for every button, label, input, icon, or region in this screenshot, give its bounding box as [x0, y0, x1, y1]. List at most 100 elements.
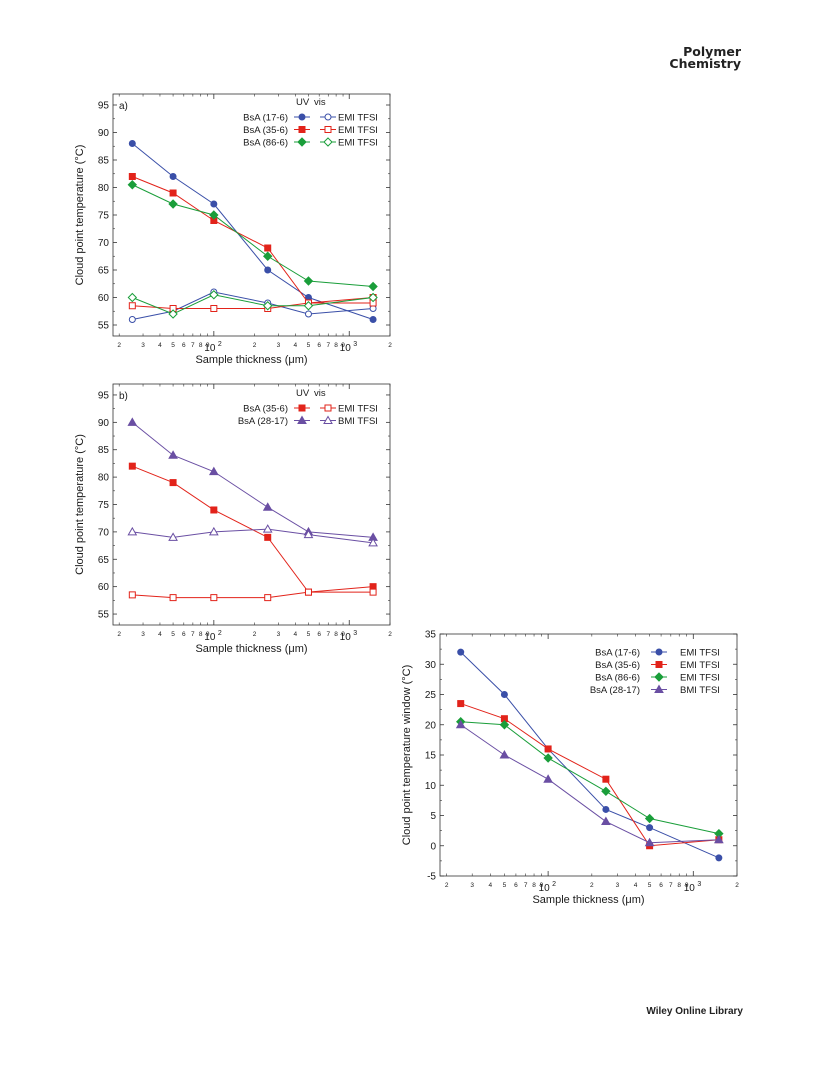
panel-c-data-point	[644, 813, 655, 824]
panel-a-legend-marker	[298, 113, 306, 121]
panel-a-xtick-label-exp: 2	[218, 341, 222, 348]
panel-c-ytick-label: 35	[425, 630, 437, 641]
panel-c-data-point	[544, 745, 552, 753]
panel-c-xtick-minor-label: 6	[659, 882, 663, 889]
panel-b-legend-marker	[298, 404, 306, 412]
panel-c-ytick-label: 20	[425, 720, 437, 731]
panel-a-data-point	[303, 276, 314, 286]
panel-b-data-point	[169, 594, 177, 602]
panel-a-xtick-minor-label: 3	[141, 342, 145, 349]
panel-c-xtick-label-exp: 2	[552, 881, 556, 888]
panel-b-legend-label: BsA (28-17)	[238, 416, 288, 427]
panel-c-legend-label: BsA (35-6)	[595, 660, 640, 671]
panel-a-ytick-label: 95	[98, 101, 110, 112]
panel-a-xtick-minor-label: 5	[171, 342, 175, 349]
panel-c-data-point	[644, 837, 655, 847]
panel-b-legend-group: BMI TFSI	[338, 416, 378, 427]
panel-c-xtick-label: 10	[684, 883, 696, 894]
panel-a-xtick-label: 10	[204, 343, 216, 354]
panel-a-xtick-minor-label: 2	[253, 342, 257, 349]
panel-b-xtick-label-exp: 3	[353, 630, 357, 637]
panel-c-legend-marker	[654, 672, 664, 682]
panel-a-legend-marker	[298, 126, 306, 133]
panel-a-series-line-1	[132, 176, 374, 304]
panel-b-xtick-minor-label: 4	[158, 631, 162, 638]
panel-b-xtick-label-exp: 2	[218, 630, 222, 637]
panel-a-series-line-3	[132, 291, 374, 320]
panel-c-xtick-minor-label: 8	[677, 882, 681, 889]
panel-b-ytick-label: 60	[98, 582, 110, 593]
panel-a-data-point	[264, 244, 272, 252]
panel-b-ytick-label: 85	[98, 445, 110, 456]
panel-c-xtick-label: 10	[539, 883, 551, 894]
panel-b-data-point	[208, 466, 219, 476]
panel-a-ytick-label: 90	[98, 128, 110, 139]
panel-b-xtick-minor-label: 5	[171, 631, 175, 638]
panel-a-xtick-minor-label: 4	[294, 342, 298, 349]
panel-b-xtick-minor-label: 7	[326, 631, 330, 638]
panel-b-ytick-label: 90	[98, 418, 110, 429]
panel-a-ytick-label: 80	[98, 183, 110, 194]
panel-b-data-point	[304, 588, 312, 596]
panel-a-data-point	[210, 200, 218, 208]
panel-c-data-point	[499, 749, 510, 759]
panel-b-data-point	[127, 526, 138, 536]
panel-a-data-point	[128, 173, 136, 180]
panel-b-ytick-label: 70	[98, 527, 110, 538]
panel-b-xtick-minor-label: 4	[294, 631, 298, 638]
panel-b-xlabel: Sample thickness (μm)	[195, 643, 307, 655]
panel-a-xlabel: Sample thickness (μm)	[195, 354, 307, 366]
panel-c-legend-label: BsA (28-17)	[590, 685, 640, 696]
panel-c-ytick-label: -5	[427, 872, 436, 883]
panel-c-legend-group: EMI TFSI	[680, 660, 720, 671]
panel-a-data-point	[168, 199, 178, 209]
panel-b-data-point	[128, 462, 136, 470]
panel-a-ytick-label: 70	[98, 238, 110, 249]
panel-b-ytick-label: 95	[98, 390, 110, 401]
panel-b-data-point	[262, 524, 273, 533]
panel-a-data-point	[263, 251, 273, 261]
panel-a-series-line-5	[132, 294, 374, 315]
panel-b-xtick-label: 10	[204, 632, 216, 643]
panel-a-data-point	[169, 173, 177, 180]
panel-c-xtick-minor-label: 2	[735, 882, 739, 889]
panel-b-xtick-label: 10	[340, 632, 352, 643]
panel-c-data-point	[602, 805, 610, 813]
panel-c-series-line-2	[460, 721, 719, 835]
panel-b-legend-header-vis: vis	[314, 388, 326, 399]
panel-b-xtick-minor-label: 2	[388, 631, 392, 638]
panel-a-legend-header-vis: vis	[314, 97, 326, 108]
panel-b-series-line-1	[132, 421, 374, 538]
panel-c-xtick-minor-label: 6	[514, 882, 518, 889]
panel-c-data-point	[499, 720, 510, 730]
panel-b-series-line-0	[132, 465, 374, 593]
panel-c-xtick-minor-label: 3	[470, 882, 474, 889]
panel-b-data-point	[303, 529, 314, 539]
panel-a-ytick-label: 60	[98, 293, 110, 304]
panel-a-ytick-label: 75	[98, 211, 110, 222]
panel-b-data-point	[127, 417, 138, 426]
panel-c-xtick-minor-label: 5	[648, 882, 652, 889]
panel-c-xtick-minor-label: 5	[503, 882, 507, 889]
panel-a-xtick-minor-label: 4	[158, 342, 162, 349]
panel-a-xtick-minor-label: 8	[199, 342, 203, 349]
panel-c-xtick-label-exp: 3	[697, 881, 701, 888]
panel-b-legend-label: BsA (35-6)	[243, 404, 288, 415]
panel-c-legend-group: EMI TFSI	[680, 673, 720, 684]
panel-a-data-point	[210, 305, 218, 312]
panel-b-data-point	[210, 506, 218, 514]
panel-b-legend-marker	[324, 404, 332, 412]
panel-a-data-point	[128, 316, 136, 323]
panel-c-legend-label: BsA (86-6)	[595, 673, 640, 684]
panel-c-ytick-label: 10	[425, 781, 437, 792]
panel-b-legend-group: EMI TFSI	[338, 404, 378, 415]
panel-c-data-point	[457, 648, 465, 656]
panel-a-series-line-0	[132, 143, 374, 320]
panel-c-legend-marker	[655, 648, 663, 656]
panel-c-xtick-minor-label: 2	[445, 882, 449, 889]
panel-b-data-point	[208, 526, 219, 536]
panel-b-xtick-minor-label: 8	[199, 631, 203, 638]
panel-a-legend-group: EMI TFSI	[338, 125, 378, 136]
panel-a-xtick-minor-label: 2	[117, 342, 121, 349]
